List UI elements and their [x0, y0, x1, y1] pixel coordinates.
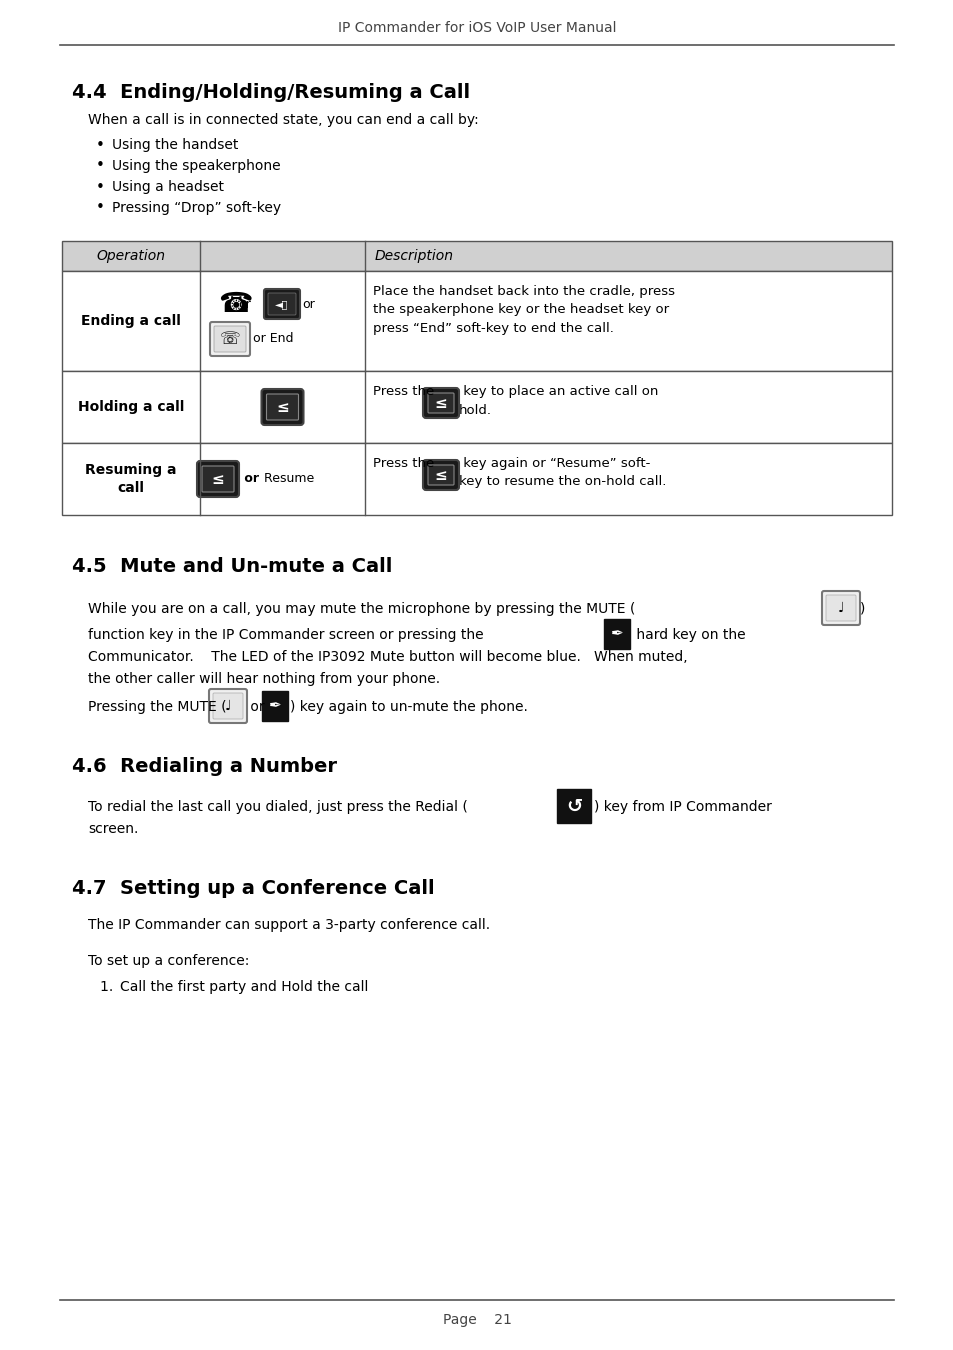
Text: function key in the IP Commander screen or pressing the: function key in the IP Commander screen … — [88, 628, 488, 643]
Text: ) key from IP Commander: ) key from IP Commander — [594, 801, 771, 814]
Text: ≤: ≤ — [435, 467, 447, 482]
Text: ◄⧂: ◄⧂ — [275, 298, 289, 309]
Text: Description: Description — [375, 248, 454, 263]
Text: ♩: ♩ — [837, 601, 843, 616]
Text: Holding a call: Holding a call — [78, 400, 184, 414]
Text: The IP Commander can support a 3-party conference call.: The IP Commander can support a 3-party c… — [88, 918, 490, 932]
Bar — [262, 691, 288, 721]
Text: •: • — [95, 158, 104, 174]
FancyBboxPatch shape — [209, 688, 247, 724]
Text: ≤: ≤ — [435, 396, 447, 410]
Text: key to place an active call on
hold.: key to place an active call on hold. — [458, 385, 658, 417]
Text: Communicator.    The LED of the IP3092 Mute button will become blue.   When mute: Communicator. The LED of the IP3092 Mute… — [88, 649, 687, 664]
Text: ✒: ✒ — [610, 626, 622, 641]
Text: Call the first party and Hold the call: Call the first party and Hold the call — [120, 980, 368, 994]
Text: the other caller will hear nothing from your phone.: the other caller will hear nothing from … — [88, 672, 439, 686]
Text: ✒: ✒ — [269, 698, 281, 714]
Text: Press the: Press the — [373, 458, 438, 470]
Text: 4.6  Redialing a Number: 4.6 Redialing a Number — [71, 757, 336, 776]
Text: Resume: Resume — [260, 472, 314, 486]
Text: To redial the last call you dialed, just press the Redial (: To redial the last call you dialed, just… — [88, 801, 467, 814]
Bar — [62, 242, 891, 271]
Text: or: or — [237, 297, 251, 310]
Text: 1.: 1. — [100, 980, 122, 994]
Text: While you are on a call, you may mute the microphone by pressing the MUTE (: While you are on a call, you may mute th… — [88, 602, 635, 616]
Text: ): ) — [859, 602, 864, 616]
Text: or: or — [246, 701, 269, 714]
Text: 4.5  Mute and Un-mute a Call: 4.5 Mute and Un-mute a Call — [71, 558, 392, 576]
Text: •: • — [95, 201, 104, 216]
FancyBboxPatch shape — [428, 393, 454, 413]
Text: ≤: ≤ — [212, 471, 224, 486]
FancyBboxPatch shape — [213, 693, 243, 720]
Text: IP Commander for iOS VoIP User Manual: IP Commander for iOS VoIP User Manual — [337, 22, 616, 35]
Text: Press the: Press the — [373, 385, 438, 398]
FancyBboxPatch shape — [213, 325, 246, 352]
Text: •: • — [95, 180, 104, 194]
Text: Page    21: Page 21 — [442, 1314, 511, 1327]
FancyBboxPatch shape — [268, 293, 295, 315]
FancyBboxPatch shape — [210, 323, 250, 356]
FancyBboxPatch shape — [196, 460, 239, 497]
Text: screen.: screen. — [88, 822, 138, 836]
FancyBboxPatch shape — [428, 464, 454, 485]
Text: ☎: ☎ — [218, 290, 253, 319]
Text: 4.4  Ending/Holding/Resuming a Call: 4.4 Ending/Holding/Resuming a Call — [71, 82, 470, 101]
Text: ≤: ≤ — [275, 400, 289, 414]
Text: When a call is in connected state, you can end a call by:: When a call is in connected state, you c… — [88, 113, 478, 127]
FancyBboxPatch shape — [261, 389, 303, 425]
Text: 4.7  Setting up a Conference Call: 4.7 Setting up a Conference Call — [71, 879, 435, 899]
Text: or: or — [240, 472, 258, 486]
Text: ☏: ☏ — [219, 329, 240, 348]
Text: key again or “Resume” soft-
key to resume the on-hold call.: key again or “Resume” soft- key to resum… — [458, 458, 666, 489]
Text: or End: or End — [253, 332, 294, 346]
FancyBboxPatch shape — [825, 595, 855, 621]
FancyBboxPatch shape — [264, 289, 299, 319]
Text: Operation: Operation — [96, 248, 165, 263]
Bar — [62, 371, 891, 443]
Text: Place the handset back into the cradle, press
the speakerphone key or the headse: Place the handset back into the cradle, … — [373, 285, 675, 335]
Text: ↺: ↺ — [565, 796, 581, 815]
Text: or: or — [302, 297, 314, 310]
Text: ) key again to un-mute the phone.: ) key again to un-mute the phone. — [290, 701, 527, 714]
Bar — [62, 443, 891, 514]
Text: •: • — [95, 138, 104, 153]
Text: Pressing the MUTE (: Pressing the MUTE ( — [88, 701, 227, 714]
Text: Using the speakerphone: Using the speakerphone — [112, 159, 280, 173]
FancyBboxPatch shape — [821, 591, 859, 625]
Bar — [603, 620, 629, 649]
Text: To set up a conference:: To set up a conference: — [88, 954, 249, 968]
Text: Ending a call: Ending a call — [81, 315, 181, 328]
Bar — [557, 788, 590, 824]
Text: Using the handset: Using the handset — [112, 138, 238, 153]
FancyBboxPatch shape — [422, 387, 458, 418]
Text: Pressing “Drop” soft-key: Pressing “Drop” soft-key — [112, 201, 281, 215]
Text: hard key on the: hard key on the — [631, 628, 745, 643]
FancyBboxPatch shape — [422, 460, 458, 490]
FancyBboxPatch shape — [202, 466, 233, 491]
FancyBboxPatch shape — [266, 394, 298, 420]
Text: Resuming a
call: Resuming a call — [85, 463, 176, 495]
Bar — [62, 271, 891, 371]
Text: ♩: ♩ — [225, 699, 231, 713]
Text: Using a headset: Using a headset — [112, 180, 224, 194]
